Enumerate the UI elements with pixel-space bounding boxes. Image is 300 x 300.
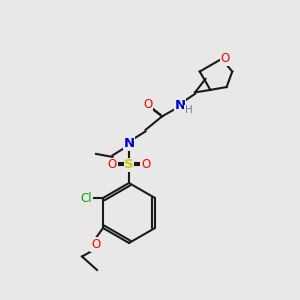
- Text: O: O: [108, 158, 117, 172]
- Text: N: N: [174, 99, 186, 112]
- Text: O: O: [143, 98, 152, 111]
- Text: H: H: [184, 105, 192, 116]
- Text: O: O: [220, 52, 230, 65]
- Text: O: O: [141, 158, 150, 172]
- Text: O: O: [91, 238, 100, 251]
- Text: Cl: Cl: [81, 191, 92, 205]
- Text: S: S: [124, 158, 134, 172]
- Text: N: N: [123, 137, 135, 150]
